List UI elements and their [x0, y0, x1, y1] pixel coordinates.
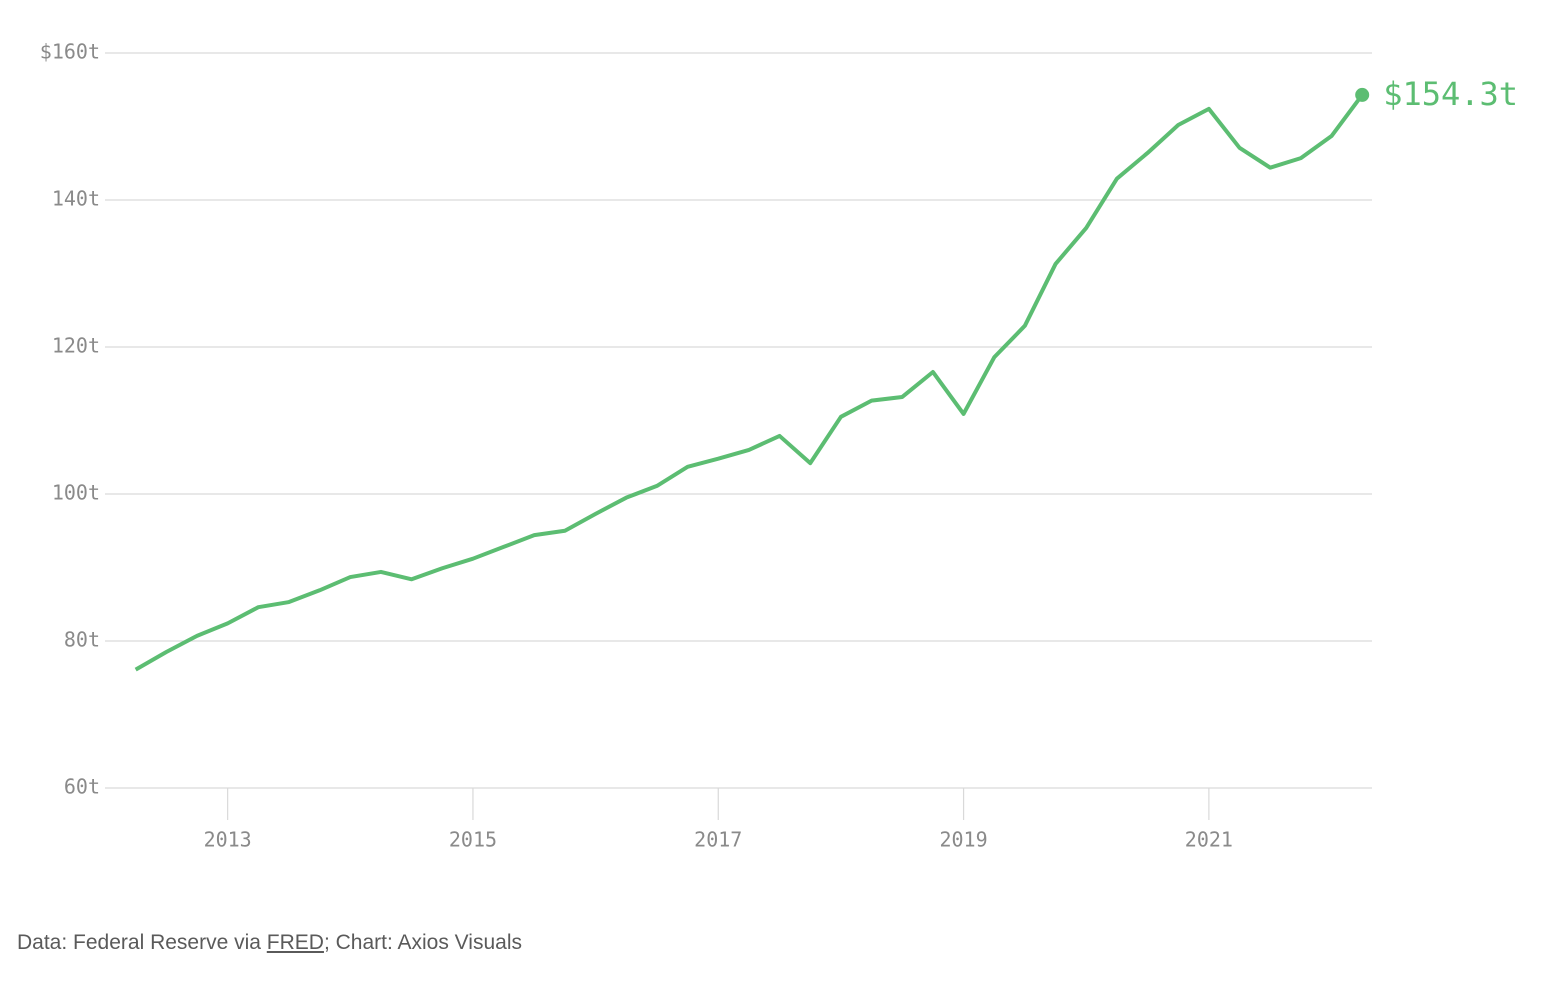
source: Data: Federal Reserve via FRED; Chart: A…	[17, 931, 522, 955]
source-prefix: Data: Federal Reserve via	[17, 931, 267, 954]
x-tick-label: 2017	[694, 828, 742, 852]
x-tick-label: 2021	[1185, 828, 1233, 852]
value-label: $154.3t	[1383, 75, 1518, 113]
source-suffix: ; Chart: Axios Visuals	[323, 931, 522, 954]
y-tick-label: 80t	[64, 628, 100, 652]
chart: 60t 80t 100t 120t 140t $160t 2013 2015 2017 2019 2…	[40, 40, 1518, 852]
y-tick-label: $160t	[40, 40, 100, 64]
source-link[interactable]: FRED	[266, 931, 324, 954]
x-tick-label: 2019	[939, 828, 987, 852]
x-tick-label: 2015	[449, 828, 497, 852]
y-tick-label: 60t	[64, 775, 100, 799]
y-tick-label: 140t	[52, 187, 100, 211]
end-dot	[1355, 87, 1370, 102]
y-tick-label: 100t	[52, 481, 100, 505]
x-tick-label: 2013	[204, 828, 252, 852]
y-tick-label: 120t	[52, 334, 100, 358]
line	[134, 93, 1364, 672]
